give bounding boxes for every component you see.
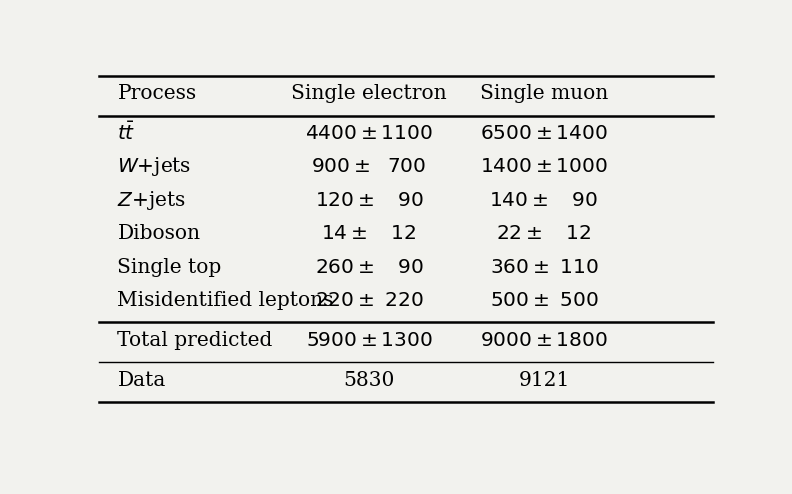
Text: Diboson: Diboson: [117, 224, 200, 244]
Text: Misidentified leptons: Misidentified leptons: [117, 291, 333, 310]
Text: $120 \pm\ \ \ 90$: $120 \pm\ \ \ 90$: [314, 191, 424, 210]
Text: Process: Process: [117, 84, 196, 103]
Text: $22 \pm\ \ \ 12$: $22 \pm\ \ \ 12$: [497, 224, 592, 244]
Text: Total predicted: Total predicted: [117, 331, 272, 350]
Text: $6500 \pm 1400$: $6500 \pm 1400$: [480, 124, 608, 143]
Text: $900 \pm\ \ 700$: $900 \pm\ \ 700$: [311, 158, 427, 176]
Text: Single top: Single top: [117, 258, 222, 277]
Text: $220 \pm\ 220$: $220 \pm\ 220$: [314, 291, 424, 310]
Text: Single muon: Single muon: [480, 84, 608, 103]
Text: $W$+jets: $W$+jets: [117, 156, 192, 178]
Text: $1400 \pm 1000$: $1400 \pm 1000$: [480, 158, 608, 176]
Text: $t\bar{t}$: $t\bar{t}$: [117, 123, 135, 144]
Text: $500 \pm\ 500$: $500 \pm\ 500$: [489, 291, 599, 310]
Text: $140 \pm\ \ \ 90$: $140 \pm\ \ \ 90$: [489, 191, 599, 210]
Text: $9000 \pm 1800$: $9000 \pm 1800$: [480, 331, 608, 350]
Text: $4400 \pm 1100$: $4400 \pm 1100$: [305, 124, 433, 143]
Text: 5830: 5830: [344, 371, 394, 390]
Text: $360 \pm\ 110$: $360 \pm\ 110$: [489, 258, 599, 277]
Text: Data: Data: [117, 371, 166, 390]
Text: Single electron: Single electron: [291, 84, 447, 103]
Text: $14 \pm\ \ \ 12$: $14 \pm\ \ \ 12$: [322, 224, 417, 244]
Text: $260 \pm\ \ \ 90$: $260 \pm\ \ \ 90$: [314, 258, 424, 277]
Text: $5900 \pm 1300$: $5900 \pm 1300$: [306, 331, 432, 350]
Text: 9121: 9121: [518, 371, 569, 390]
Text: $Z$+jets: $Z$+jets: [117, 189, 186, 212]
